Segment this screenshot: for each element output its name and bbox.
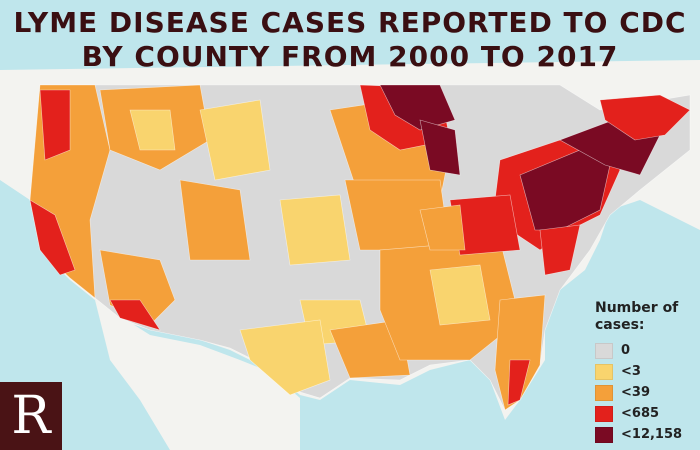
- map-title-line-1: LYME DISEASE CASES REPORTED TO CDC: [13, 6, 687, 39]
- legend-swatch: [595, 384, 613, 401]
- legend-swatch: [595, 363, 613, 380]
- legend-label: <12,158: [621, 427, 683, 442]
- logo: R: [0, 382, 62, 450]
- county-region: [39, 89, 71, 161]
- county-region: [199, 99, 271, 181]
- legend-label: <3: [621, 364, 641, 379]
- legend-item: <39: [595, 382, 695, 403]
- legend-label: 0: [621, 343, 631, 358]
- legend-swatch: [595, 342, 613, 359]
- legend-item: <3: [595, 361, 695, 382]
- legend-item: 0: [595, 340, 695, 361]
- county-region: [279, 194, 351, 266]
- county-region: [129, 109, 176, 151]
- map-title-line-2: BY COUNTY FROM 2000 TO 2017: [81, 40, 619, 73]
- county-region: [507, 359, 531, 406]
- county-region: [239, 319, 331, 396]
- county-region: [599, 94, 691, 141]
- legend-title: Number of cases:: [595, 300, 679, 333]
- mexico-landmass: [95, 300, 300, 450]
- county-region: [179, 179, 251, 261]
- legend-item: <685: [595, 403, 695, 424]
- legend-label: <685: [621, 406, 660, 421]
- legend-swatch: [595, 426, 613, 443]
- legend-label: <39: [621, 385, 650, 400]
- county-region: [419, 204, 466, 251]
- county-region: [29, 199, 76, 276]
- legend: Number of cases: 0 <3 <39 <685 <12,158: [595, 300, 695, 445]
- county-region: [429, 264, 491, 326]
- county-region: [419, 119, 461, 176]
- legend-swatch: [595, 405, 613, 422]
- legend-item: <12,158: [595, 424, 695, 445]
- county-region: [539, 224, 581, 276]
- county-region: [109, 299, 161, 331]
